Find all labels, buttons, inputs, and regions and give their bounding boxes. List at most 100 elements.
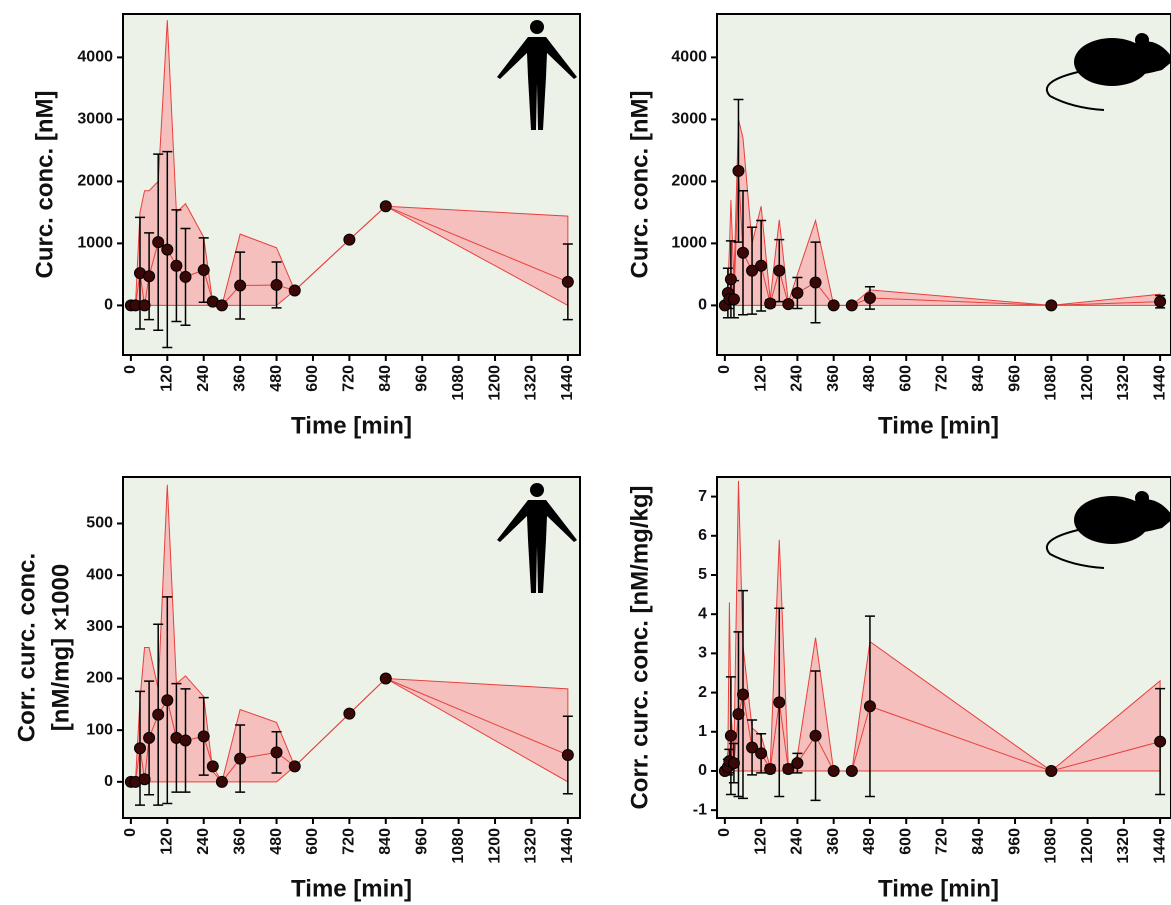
data-point xyxy=(138,773,151,786)
x-tick-label: 120 xyxy=(752,365,769,392)
x-tick-label: 720 xyxy=(341,365,358,392)
y-tick-label: 100 xyxy=(86,721,113,738)
data-point xyxy=(727,757,740,770)
panel: -1 0 1 2 3 4 5 6 7 0 120 240 360 480 600 720 840 960 1080 1… xyxy=(626,476,1171,902)
data-point xyxy=(764,297,777,310)
data-point xyxy=(270,278,283,291)
panel: 0 100 200 300 400 500 0 120 240 360 480 600 720 840 96… xyxy=(13,476,581,902)
x-tick-label: 1440 xyxy=(559,828,576,864)
data-point xyxy=(379,200,392,213)
x-tick-label: 480 xyxy=(861,828,878,855)
data-point xyxy=(782,298,795,311)
x-tick-label: 840 xyxy=(377,365,394,392)
y-tick-label: 4 xyxy=(698,605,707,622)
x-tick-label: 1440 xyxy=(1151,828,1168,864)
data-point xyxy=(827,299,840,312)
y-tick-label: 2000 xyxy=(77,173,113,190)
data-point xyxy=(755,747,768,760)
x-axis-label: Time [min] xyxy=(878,875,999,902)
human-icon xyxy=(497,500,577,593)
y-tick-label: 5 xyxy=(698,566,707,583)
y-tick-label: 0 xyxy=(104,773,113,790)
x-tick-label: 120 xyxy=(752,828,769,855)
data-point xyxy=(288,760,301,773)
data-point xyxy=(179,734,192,747)
data-point xyxy=(197,264,210,277)
data-point xyxy=(161,243,174,256)
x-tick-label: 720 xyxy=(934,828,951,855)
plot-layer xyxy=(124,20,574,349)
x-tick-label: 1200 xyxy=(1079,828,1096,864)
x-tick-label: 840 xyxy=(970,828,987,855)
x-tick-label: 600 xyxy=(897,828,914,855)
x-tick-label: 240 xyxy=(195,828,212,855)
y-tick-label: 0 xyxy=(698,762,707,779)
x-tick-label: 1320 xyxy=(523,828,540,864)
data-point xyxy=(138,299,151,312)
x-tick-label: 960 xyxy=(413,828,430,855)
x-tick-label: 0 xyxy=(716,828,733,837)
y-tick-label: 3 xyxy=(698,645,707,662)
x-tick-label: 480 xyxy=(268,828,285,855)
y-axis-label: [nM/mg] ×1000 xyxy=(47,564,74,731)
x-tick-label: 0 xyxy=(122,828,139,837)
data-point xyxy=(143,731,156,744)
x-tick-label: 600 xyxy=(304,365,321,392)
x-axis-label: Time [min] xyxy=(878,412,999,439)
y-axis-label: Curc. conc. [nM] xyxy=(626,90,653,278)
data-point xyxy=(764,763,777,776)
data-point xyxy=(809,276,822,289)
data-point xyxy=(161,694,174,707)
y-tick-label: 7 xyxy=(698,488,707,505)
x-tick-label: 1080 xyxy=(450,365,467,401)
x-tick-label: 1320 xyxy=(523,365,540,401)
x-axis-label: Time [min] xyxy=(291,875,412,902)
rat-icon xyxy=(1074,496,1150,544)
data-point xyxy=(1045,764,1058,777)
data-point xyxy=(746,264,759,277)
rat-icon xyxy=(1074,38,1150,86)
data-point xyxy=(343,233,356,246)
x-tick-label: 960 xyxy=(1006,365,1023,392)
y-tick-label: 1000 xyxy=(77,235,113,252)
y-axis-label: Curc. conc. [nM] xyxy=(31,90,58,278)
data-point xyxy=(234,752,247,765)
y-axis-label: Corr. curc. conc. [nM/mg/kg] xyxy=(626,485,653,809)
y-tick-label: 2 xyxy=(698,684,707,701)
data-point xyxy=(724,729,737,742)
data-point xyxy=(1154,295,1167,308)
rat-icon xyxy=(1135,33,1149,47)
data-point xyxy=(755,259,768,272)
human-icon xyxy=(530,483,544,497)
data-point xyxy=(143,270,156,283)
x-tick-label: 120 xyxy=(159,828,176,855)
y-tick-label: 1000 xyxy=(671,235,707,252)
data-point xyxy=(561,748,574,761)
x-tick-label: 960 xyxy=(413,365,430,392)
x-tick-label: 1320 xyxy=(1115,828,1132,864)
data-point xyxy=(736,688,749,701)
x-tick-label: 1200 xyxy=(486,365,503,401)
data-point xyxy=(234,279,247,292)
y-tick-label: 4000 xyxy=(671,49,707,66)
data-point xyxy=(152,236,165,249)
x-tick-label: 840 xyxy=(377,828,394,855)
data-point xyxy=(727,293,740,306)
x-tick-label: 1080 xyxy=(1043,828,1060,864)
x-tick-label: 1200 xyxy=(1079,365,1096,401)
x-tick-label: 960 xyxy=(1006,828,1023,855)
data-point xyxy=(133,742,146,755)
y-tick-label: 400 xyxy=(86,566,113,583)
data-point xyxy=(170,259,183,272)
x-tick-label: 480 xyxy=(861,365,878,392)
y-axis-label: Corr. curc. conc. xyxy=(13,553,40,742)
x-tick-label: 0 xyxy=(122,365,139,374)
data-point xyxy=(732,164,745,177)
y-tick-label: 3000 xyxy=(671,111,707,128)
data-point xyxy=(863,700,876,713)
y-tick-label: 200 xyxy=(86,670,113,687)
data-point xyxy=(863,291,876,304)
data-point xyxy=(1154,735,1167,748)
y-tick-label: -1 xyxy=(693,801,707,818)
